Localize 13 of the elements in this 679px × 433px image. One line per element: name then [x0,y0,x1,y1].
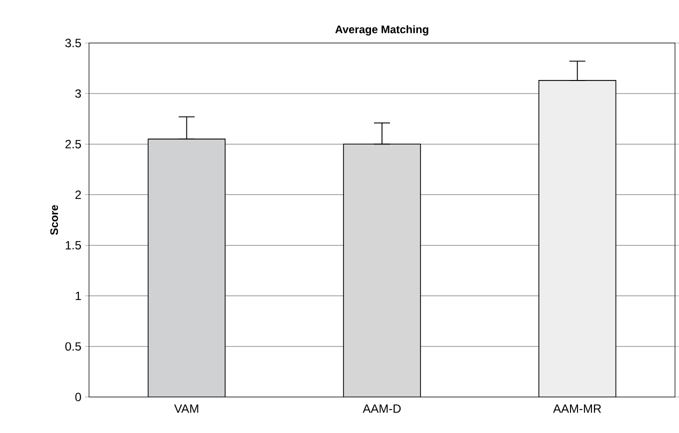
y-tick-label: 3 [75,89,81,98]
y-tick-label: 2.5 [65,140,81,148]
y-axis-title: Score [50,205,58,235]
y-tick-label: 0 [75,392,82,402]
x-tick-label: AAM-D [362,404,401,413]
x-tick-label: VAM [174,404,198,413]
y-tick-label: 1.5 [66,241,81,250]
x-tick-label: AAM-MR [553,404,602,413]
chart-title: Average Matching [335,25,428,36]
y-tick-label: 0.5 [65,342,81,351]
y-tick-label: 2 [75,190,81,199]
y-tick-label: 1 [76,292,81,300]
y-tick-label: 3.5 [65,38,81,48]
